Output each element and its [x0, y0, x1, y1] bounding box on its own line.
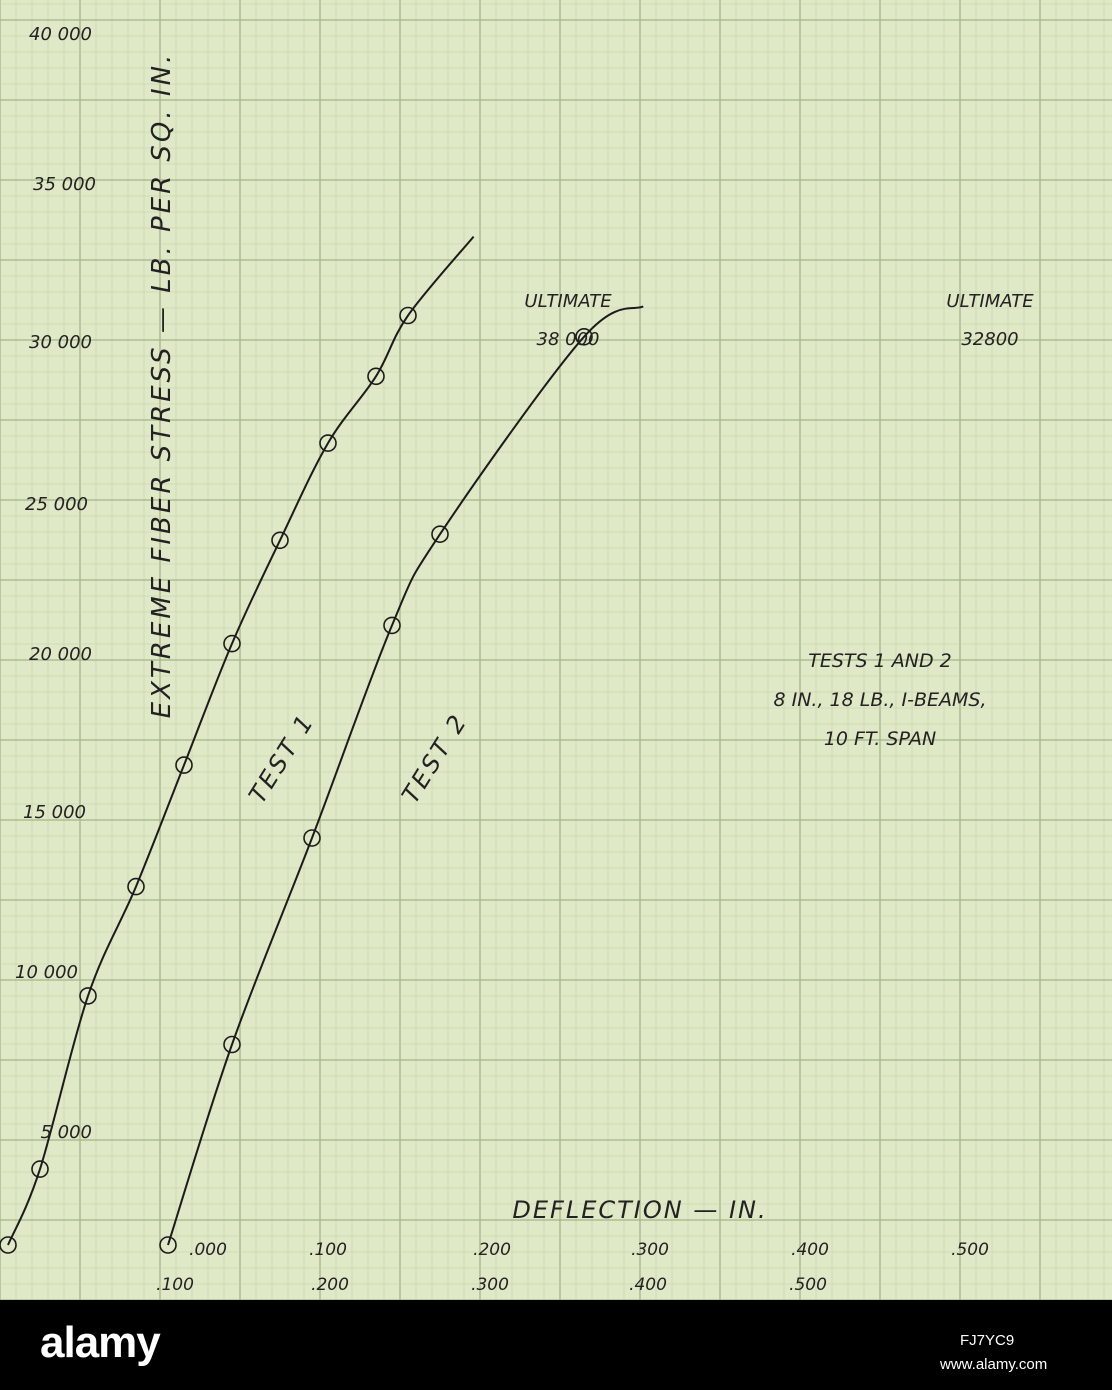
x-tick-label-lower: .300 [471, 1275, 509, 1295]
series-points [0, 306, 593, 1254]
chart-area: 5 000 10 000 15 000 20 000 25 000 30 000… [0, 0, 1112, 1300]
data-point-test-1 [271, 531, 289, 550]
x-tick-label-lower: .100 [156, 1275, 194, 1295]
data-point-test-1 [367, 367, 385, 386]
y-axis-label: EXTREME FIBER STRESS — LB. PER SQ. IN. [147, 52, 177, 719]
x-tick-label-upper: .000 [189, 1240, 227, 1260]
x-tick-label-lower: .400 [629, 1275, 667, 1295]
annotation-test-1: ULTIMATE 38 000 [524, 291, 612, 350]
chart-svg: 5 000 10 000 15 000 20 000 25 000 30 000… [0, 0, 1112, 1300]
annotation-ultimate-1: ULTIMATE [524, 291, 612, 312]
series-line-test-1 [7, 235, 475, 1246]
annotation-ultimate-2: ULTIMATE [946, 291, 1034, 312]
data-point-test-1 [175, 756, 193, 774]
x-tick-label-upper: .100 [309, 1240, 347, 1260]
data-point-test-2 [431, 525, 449, 544]
y-tick-label: 25 000 [25, 494, 88, 515]
x-tick-label-upper: .200 [473, 1240, 511, 1260]
y-tick-label: 20 000 [29, 644, 92, 665]
series-label-test-2: TEST 2 [396, 708, 473, 808]
x-tick-label-lower: .200 [311, 1275, 349, 1295]
x-tick-label-lower: .500 [789, 1275, 827, 1295]
watermark-brand: alamy [40, 1318, 161, 1367]
data-point-test-2 [223, 1035, 241, 1054]
watermark-footer [0, 1300, 1112, 1390]
data-point-test-1 [127, 877, 145, 896]
data-point-test-1 [223, 634, 241, 653]
series-label-test-1: TEST 1 [243, 708, 320, 808]
data-point-test-2 [303, 829, 321, 847]
data-point-test-1 [31, 1160, 49, 1178]
note-line-3: 10 FT. SPAN [824, 728, 936, 750]
data-point-test-1 [399, 306, 417, 325]
watermark-code: FJ7YC9 [960, 1332, 1015, 1349]
y-tick-label: 30 000 [29, 332, 92, 353]
y-tick-label: 10 000 [15, 962, 78, 983]
y-tick-label: 15 000 [23, 802, 86, 823]
note-line-1: TESTS 1 AND 2 [808, 650, 951, 672]
x-axis-label: DEFLECTION — IN. [512, 1196, 767, 1224]
annotation-test-2: ULTIMATE 32800 [946, 291, 1034, 350]
annotation-value-1: 38 000 [537, 329, 600, 350]
graph-paper-grid [0, 0, 1112, 1300]
y-tick-label: 35 000 [33, 174, 96, 195]
data-point-test-1 [319, 434, 337, 452]
y-tick-label: 40 000 [29, 24, 92, 45]
data-point-test-1 [0, 1236, 17, 1254]
data-point-test-1 [79, 987, 97, 1005]
series-lines [7, 235, 644, 1246]
x-tick-label-upper: .500 [951, 1240, 989, 1260]
data-point-test-2 [575, 327, 593, 346]
data-point-test-2 [159, 1236, 177, 1254]
annotation-value-2: 32800 [961, 329, 1018, 350]
watermark-url: www.alamy.com [940, 1356, 1048, 1373]
y-tick-label: 5 000 [40, 1122, 92, 1143]
note-line-2: 8 IN., 18 LB., I-BEAMS, [773, 689, 986, 711]
data-point-test-2 [383, 616, 401, 635]
series-line-test-2 [167, 305, 644, 1246]
x-tick-label-upper: .400 [791, 1240, 829, 1260]
x-tick-label-upper: .300 [631, 1240, 669, 1260]
